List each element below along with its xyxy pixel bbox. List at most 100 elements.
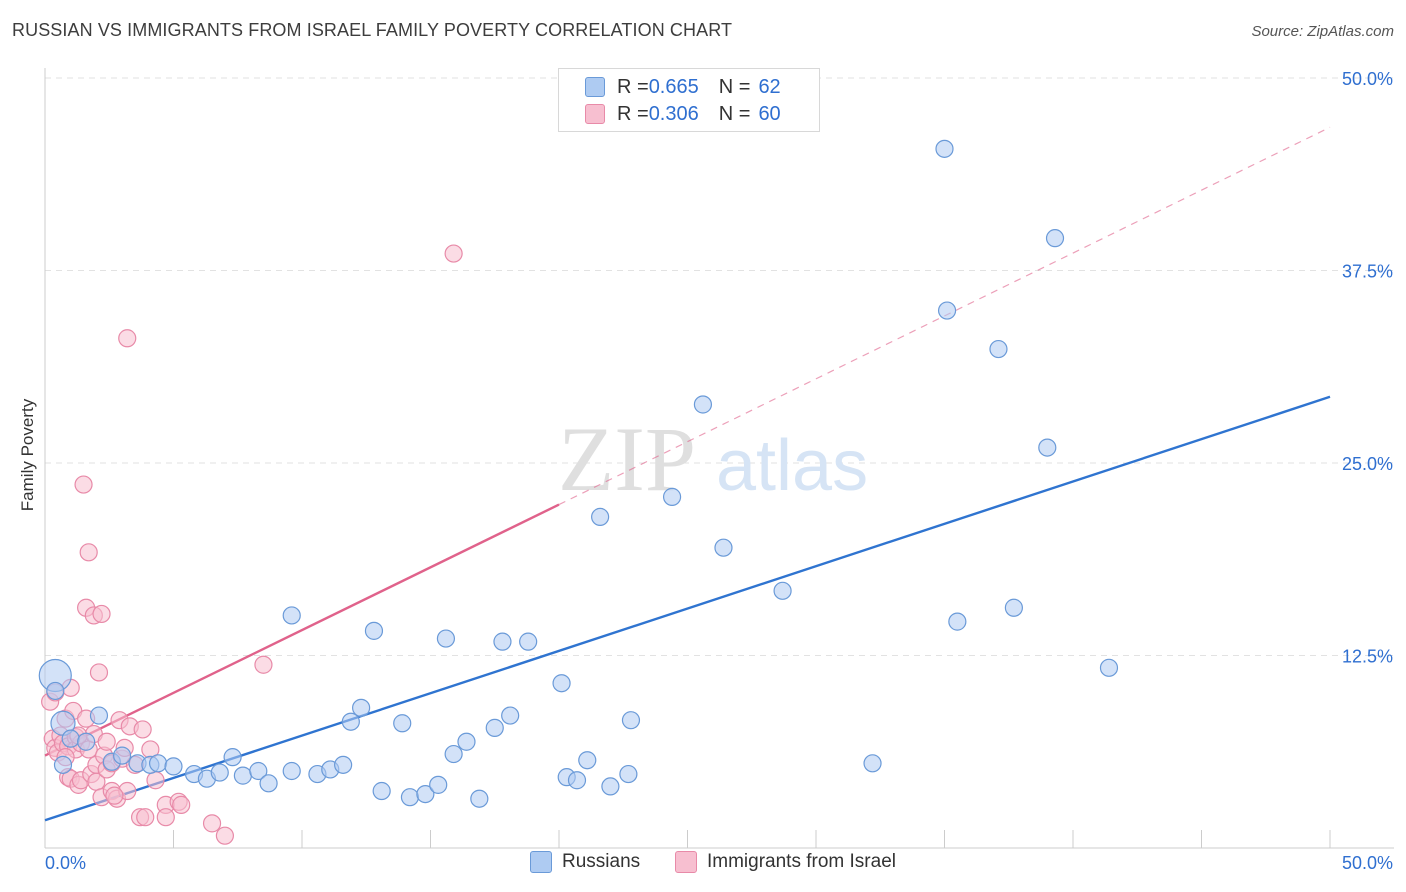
y-tick-label: 50.0% [1342,69,1393,89]
israel-point [97,732,116,751]
correlation-legend: R = 0.665 N = 62 R = 0.306 N = 60 [558,68,820,132]
russians-point [567,771,587,790]
russians-point [1038,438,1057,457]
source-label: Source: ZipAtlas.com [1251,23,1394,40]
israel-point [444,244,463,263]
russians-point [863,754,882,773]
russians-point [46,681,65,701]
y-tick-label: 12.5% [1342,647,1393,667]
russians-point [578,751,597,770]
russians-point [621,711,641,730]
russians-point [249,761,268,781]
trend-line-israel [44,503,560,757]
legend-swatch-pink [585,104,605,124]
legend-r-value: 0.665 [648,75,699,98]
israel-point [92,604,111,624]
israel-point [215,826,234,845]
russians-point [352,698,371,717]
legend-n-value: 62 [758,75,781,98]
russians-point [223,748,242,767]
legend-row-israel: R = 0.306 N = 60 [585,102,781,126]
ticklabel-layer: 12.5% 25.0% 37.5% 50.0% 0.0% 50.0% [45,69,1393,873]
russians-point [164,757,183,776]
chart-title: RUSSIAN VS IMMIGRANTS FROM ISRAEL FAMILY… [12,20,733,40]
russians-point [53,755,73,774]
legend-r-label: R = [617,102,649,125]
series-legend-israel[interactable]: Immigrants from Israel [675,851,896,873]
russians-point [393,714,412,733]
russians-point [552,674,571,693]
russians-point [233,766,252,785]
legend-n-value: 60 [758,102,781,125]
series-swatch-blue [530,851,552,873]
israel-point [156,808,175,827]
russians-point [1004,598,1023,617]
russians-point [457,732,476,751]
russians-point [259,774,278,793]
russians-point [61,729,80,748]
trend-line-russians [44,395,1331,822]
russians-point [444,744,463,764]
russians-point [77,732,96,751]
russians-point [429,775,448,794]
israel-point [79,543,98,562]
series-legend-russians[interactable]: Russians [530,851,640,873]
series-label-russians: Russians [562,851,641,872]
x-tick-label: 50.0% [1342,853,1393,873]
russians-point [148,754,168,773]
russians-point [601,777,620,796]
russians-point [485,718,504,737]
russians-point [948,612,967,631]
russians-point [935,139,954,158]
points-layer [38,139,1119,845]
series-legend: Russians Immigrants from Israel [0,851,1406,877]
israel-point [172,795,191,814]
israel-point [202,814,222,833]
israel-point [146,771,165,790]
russians-point [416,784,435,804]
legend-r-value: 0.306 [648,102,699,125]
russians-point [989,339,1008,359]
series-label-israel: Immigrants from Israel [707,851,896,872]
russians-point [693,395,713,414]
russians-point [493,632,512,651]
russians-point [1045,229,1065,248]
legend-r-label: R = [617,75,649,98]
israel-point [118,329,137,348]
series-swatch-pink [675,851,697,873]
russians-point [591,507,610,527]
legend-swatch-blue [585,77,605,97]
watermark-atlas: atlas [716,426,868,506]
russians-point [341,712,360,731]
russians-point [1099,658,1119,677]
israel-point [89,663,109,682]
russians-point [364,621,384,640]
russians-point [282,761,301,781]
russians-point [372,781,391,801]
israel-point [105,786,124,805]
legend-row-russians: R = 0.665 N = 62 [585,75,781,99]
legend-n-label: N = [718,102,751,125]
axes-layer [44,68,1394,849]
grid-layer [45,77,1394,656]
russians-point [773,581,792,600]
russians-point [619,764,638,784]
israel-point [136,808,155,827]
russians-point [714,538,733,557]
russians-point [436,629,456,648]
russians-point [282,606,301,625]
russians-point [89,706,109,725]
y-tick-label: 37.5% [1342,262,1393,282]
x-tick-label: 0.0% [45,853,86,873]
russians-point [519,632,538,651]
russians-point [937,301,957,320]
russians-point [662,487,682,506]
russians-point [334,755,353,774]
y-tick-label: 25.0% [1342,454,1393,474]
russians-point [470,789,489,808]
israel-point [74,475,93,494]
y-axis-label: Family Poverty [18,398,37,512]
russians-point [400,788,420,807]
russians-point [501,706,520,725]
